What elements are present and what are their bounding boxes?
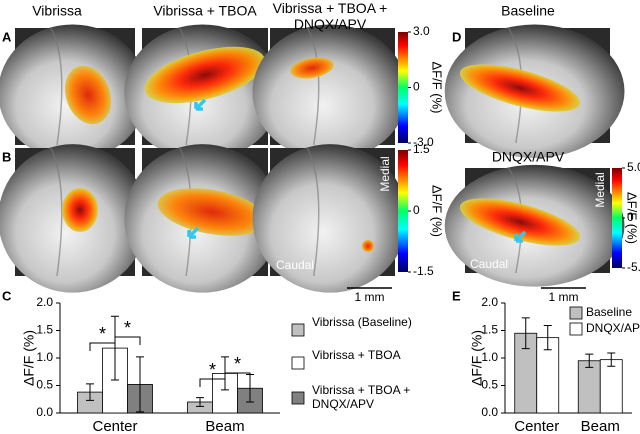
error-bar xyxy=(86,383,94,401)
significance-bracket xyxy=(89,342,116,351)
image-title-box: Vibrissa + TBOA + DNQX/APV xyxy=(272,0,388,33)
panel-label: D xyxy=(452,29,461,44)
bar xyxy=(577,360,601,414)
colorbar-label: ΔF/F (%) xyxy=(625,192,640,244)
image-title: Baseline xyxy=(501,3,555,19)
panel-label: C xyxy=(2,288,12,303)
legend-swatch xyxy=(569,322,583,336)
y-tick-label: 1.5 xyxy=(36,323,53,337)
blood-vessel xyxy=(50,27,63,146)
bar xyxy=(599,359,623,414)
y-tick-label: 0.5 xyxy=(36,378,53,392)
panel-label: B xyxy=(2,149,11,164)
y-tick-label: 2.0 xyxy=(481,295,498,309)
activity-map xyxy=(62,188,98,232)
y-axis-label: ΔF/F (%) xyxy=(21,330,37,386)
error-bar xyxy=(585,353,594,368)
arrow xyxy=(187,226,200,239)
legend-label: DNQX/APV xyxy=(586,321,640,335)
activity-map xyxy=(290,57,334,79)
colorbar-tick-label: 0 xyxy=(627,210,634,224)
scale-bar-label: 1 mm xyxy=(355,290,385,304)
legend-swatch xyxy=(291,356,305,370)
error-bar xyxy=(196,397,204,407)
error-bar xyxy=(521,317,530,350)
blood-vessel xyxy=(50,147,63,277)
colorbar-tick-label: 3.0 xyxy=(413,24,430,38)
image-title: Vibrissa xyxy=(32,3,82,19)
activity-map xyxy=(144,46,266,104)
error-bar xyxy=(136,356,144,413)
orientation-label: Medial xyxy=(378,156,392,191)
colorbar-tick-label: 0 xyxy=(413,203,420,217)
legend-label: Baseline xyxy=(586,305,632,319)
brain-surface xyxy=(252,144,408,293)
y-tick-label: 1.0 xyxy=(481,350,498,364)
significance-label: * xyxy=(209,360,216,380)
y-tick-label: 0.5 xyxy=(481,378,498,392)
legend-label-box: Vibrissa (Baseline) xyxy=(312,316,412,329)
legend-label: Vibrissa (Baseline) xyxy=(312,316,412,329)
orientation-label: Caudal xyxy=(276,258,314,272)
image-title: Vibrissa + TBOA xyxy=(153,3,257,19)
significance-bracket xyxy=(224,372,251,381)
x-tick-label: Center xyxy=(514,418,559,434)
panel-label: E xyxy=(452,288,461,303)
image-title: Vibrissa + TBOA + DNQX/APV xyxy=(272,0,388,33)
legend-swatch xyxy=(569,306,583,320)
significance-bracket xyxy=(114,336,141,345)
y-tick-label: 2.0 xyxy=(36,295,53,309)
legend-label-box: Vibrissa + TBOA xyxy=(312,349,401,362)
y-tick-label: 0.0 xyxy=(481,405,498,419)
significance-label: * xyxy=(99,324,106,344)
colorbar-tick-label: 0 xyxy=(413,80,420,94)
panel-label: A xyxy=(2,29,12,44)
error-bar xyxy=(543,325,552,351)
x-tick-label: Beam xyxy=(205,418,244,434)
colorbar xyxy=(612,168,622,268)
x-tick-label: Beam xyxy=(581,418,620,434)
orientation-label: Caudal xyxy=(470,257,508,271)
colorbar-tick-label: 1.5 xyxy=(413,142,430,156)
arrow xyxy=(514,230,527,243)
legend-label: Vibrissa + TBOA + DNQX/APV xyxy=(312,384,411,411)
x-tick-label: Center xyxy=(92,418,137,434)
error-bar xyxy=(607,352,616,367)
y-tick-label: 1.0 xyxy=(36,350,53,364)
colorbar xyxy=(398,32,408,143)
y-axis-label: ΔF/F (%) xyxy=(469,330,485,386)
significance-label: * xyxy=(234,354,241,374)
brain-surface xyxy=(252,24,408,161)
legend-swatch xyxy=(291,391,305,405)
significance-bracket xyxy=(199,378,226,387)
y-tick-label: 0.0 xyxy=(36,405,53,419)
blood-vessel xyxy=(306,147,320,277)
colorbar-label: ΔF/F (%) xyxy=(430,185,445,237)
orientation-label: Medial xyxy=(593,172,607,207)
legend-label: Vibrissa + TBOA xyxy=(312,349,401,362)
activity-map xyxy=(362,240,374,252)
activity-map xyxy=(64,65,112,125)
arrow xyxy=(194,98,207,111)
colorbar xyxy=(398,150,408,272)
colorbar-tick-label: 5.0 xyxy=(627,160,640,174)
colorbar-tick-label: -3.0 xyxy=(413,135,434,149)
colorbar-tick-label: -5.0 xyxy=(627,260,640,274)
activity-map xyxy=(459,64,581,112)
significance-label: * xyxy=(124,318,131,338)
activity-map xyxy=(459,198,581,246)
bar xyxy=(212,372,238,414)
colorbar-label: ΔF/F (%) xyxy=(430,61,445,113)
image-title: DNQX/APV xyxy=(492,149,565,165)
colorbar-tick-label: -1.5 xyxy=(413,264,434,278)
scale-bar-label: 1 mm xyxy=(549,290,579,304)
legend-label-box: Vibrissa + TBOA + DNQX/APV xyxy=(312,384,411,411)
legend-swatch xyxy=(291,323,305,337)
y-tick-label: 1.5 xyxy=(481,323,498,337)
activity-map xyxy=(157,188,267,236)
